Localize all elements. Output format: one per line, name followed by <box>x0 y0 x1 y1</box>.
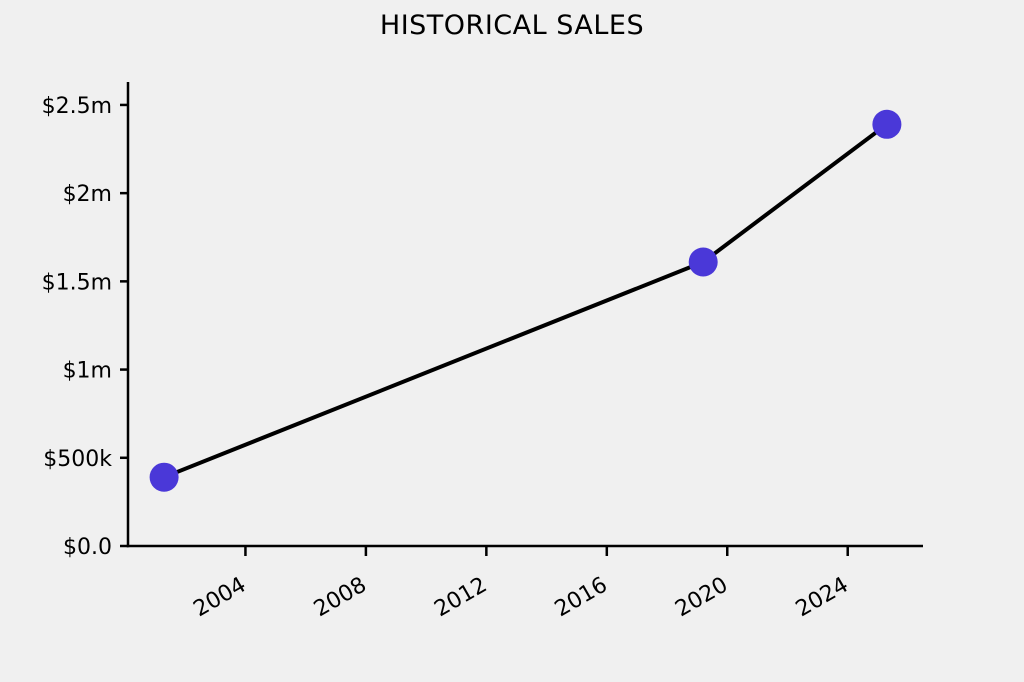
y-tick-label: $0.0 <box>63 535 112 560</box>
x-tick-label: 2020 <box>671 573 732 623</box>
x-tick-label: 2012 <box>430 573 491 623</box>
y-tick-label: $500k <box>43 447 112 472</box>
data-point-marker <box>149 462 179 492</box>
y-tick-label: $2.5m <box>42 94 112 119</box>
sales-line <box>163 122 889 480</box>
y-tick-label: $1.5m <box>42 270 112 295</box>
x-tick-label: 2016 <box>551 573 612 623</box>
data-point-marker <box>688 247 718 277</box>
y-tick-label: $2m <box>63 182 112 207</box>
y-tick-label: $1m <box>63 359 112 384</box>
chart-title: HISTORICAL SALES <box>379 10 645 41</box>
data-point-marker <box>872 109 902 139</box>
x-tick-label: 2008 <box>310 573 371 623</box>
x-tick-label: 2024 <box>792 573 853 623</box>
x-tick-label: 2004 <box>189 573 250 623</box>
